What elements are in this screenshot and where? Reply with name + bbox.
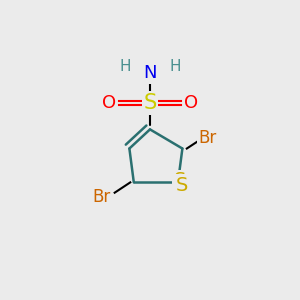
Text: S: S (173, 171, 186, 190)
Text: S: S (176, 176, 189, 195)
Text: Br: Br (92, 188, 110, 206)
Text: H: H (169, 58, 181, 74)
Text: N: N (143, 64, 157, 82)
Text: S: S (143, 93, 157, 113)
Text: H: H (119, 58, 131, 74)
Text: Br: Br (198, 129, 217, 147)
Text: O: O (102, 94, 116, 112)
Text: O: O (184, 94, 198, 112)
